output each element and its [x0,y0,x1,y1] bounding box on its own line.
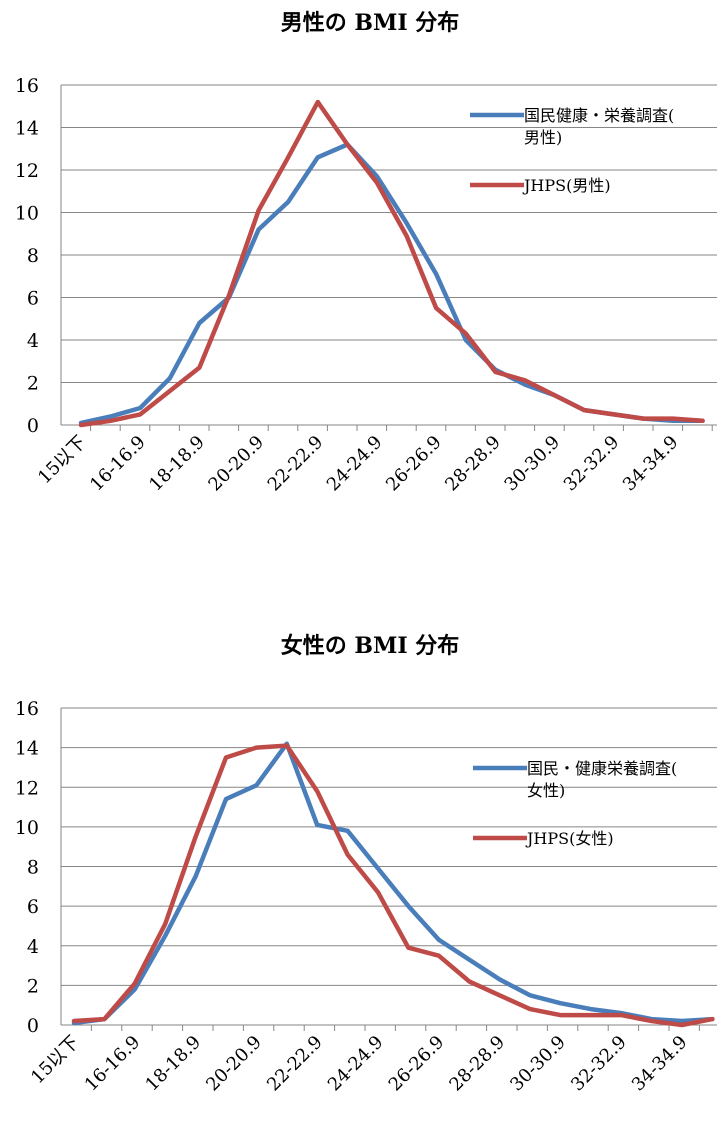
y-tick-label: 4 [27,936,39,958]
female-bmi-chart: 女性の BMI 分布 0 2 4 6 8 10 12 14 16 15以下16-16.918-18… [15,633,717,1095]
axes: 0 2 4 6 8 10 12 14 16 15以下16-16.918-18.920-20.922… [15,698,717,1095]
y-tick-label: 12 [15,160,39,182]
chart-title: 女性の BMI 分布 [281,633,460,659]
y-tick-label: 0 [27,415,39,437]
x-tick-label: 20-20.9 [202,1032,266,1096]
y-tick-label: 6 [27,288,39,310]
x-tick-label: 18-18.9 [145,432,209,496]
x-tick-label: 20-20.9 [204,432,268,496]
y-tick-label: 2 [27,373,39,395]
legend: 国民健康・栄養調査(男性) JHPS(男性) [470,106,674,195]
x-tick-label: 26-26.9 [385,1032,449,1096]
legend: 国民・健康栄養調査(女性) JHPS(女性) [473,759,677,848]
x-tick-label: 32-32.9 [560,432,624,496]
x-tick-label: 34-34.9 [619,432,683,496]
y-tick-label: 0 [27,1015,39,1037]
x-tick-label: 28-28.9 [441,432,505,496]
y-tick-label: 6 [27,896,39,918]
x-tick-label: 24-24.9 [323,432,387,496]
legend-label: JHPS(男性) [522,176,611,195]
legend-label: JHPS(女性) [525,829,614,848]
y-tick-label: 8 [27,857,39,879]
legend-label: 国民健康・栄養調査(男性) [524,106,674,147]
y-tick-label: 14 [15,118,39,140]
y-tick-label: 12 [15,777,39,799]
male-bmi-chart: 男性の BMI 分布 0 2 4 6 8 10 12 14 16 15以下16-16.918-18… [15,10,717,495]
x-tick-label: 22-22.9 [263,1032,327,1096]
series [71,741,715,1028]
x-tick-label: 15以下 [34,432,91,489]
grid [61,84,717,383]
x-tick-label: 16-16.9 [86,432,150,496]
x-tick-label: 22-22.9 [264,432,328,496]
series-line-1 [71,743,715,1028]
x-tick-label: 15以下 [27,1032,84,1089]
x-tick-label: 16-16.9 [81,1032,145,1096]
y-tick-label: 16 [15,698,39,720]
y-tick-label: 8 [27,245,39,267]
series [78,99,705,428]
x-tick-label: 30-30.9 [500,432,564,496]
x-tick-label: 24-24.9 [324,1032,388,1096]
axes: 0 2 4 6 8 10 12 14 16 15以下16-16.918-18.920-20.922… [15,75,717,495]
x-tick-label: 34-34.9 [628,1032,692,1096]
series-line-0 [71,741,715,1026]
x-tick-label: 32-32.9 [567,1032,631,1096]
y-tick-label: 16 [15,75,39,97]
x-tick-label: 18-18.9 [141,1032,205,1096]
chart-title: 男性の BMI 分布 [281,10,460,36]
x-tick-label: 30-30.9 [506,1032,570,1096]
y-tick-label: 10 [15,817,39,839]
series-line-1 [78,99,705,428]
legend-label: 国民・健康栄養調査(女性) [527,759,677,800]
y-tick-label: 4 [27,330,39,352]
y-tick-label: 2 [27,975,39,997]
x-tick-label: 26-26.9 [382,432,446,496]
x-tick-label: 28-28.9 [445,1032,509,1096]
y-tick-label: 14 [15,738,39,760]
y-tick-label: 10 [15,203,39,225]
